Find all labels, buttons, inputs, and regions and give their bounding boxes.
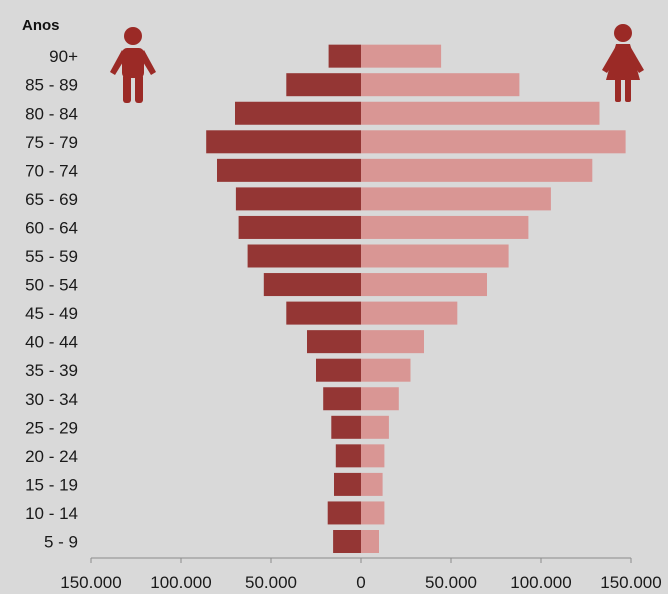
- y-axis-title: Anos: [22, 17, 60, 34]
- male-bar: [334, 472, 361, 496]
- age-group-label: 70 - 74: [25, 161, 78, 180]
- age-group-label: 35 - 39: [25, 361, 78, 380]
- female-bar: [361, 244, 509, 268]
- female-bar: [361, 358, 411, 382]
- male-bar: [327, 501, 361, 525]
- x-tick-label: 0: [356, 573, 365, 592]
- male-bar: [323, 387, 361, 411]
- female-bar: [361, 273, 487, 297]
- female-bar: [361, 387, 399, 411]
- age-group-label: 85 - 89: [25, 76, 78, 95]
- age-labels-group: 5 - 9 10 - 14 15 - 19 20 - 24 25 - 29 30 - 34…: [25, 47, 78, 551]
- age-group-label: 20 - 24: [25, 447, 78, 466]
- female-bar: [361, 73, 520, 97]
- male-bar: [328, 44, 361, 68]
- male-bar: [235, 187, 361, 211]
- male-bar: [286, 301, 361, 325]
- female-bar: [361, 530, 379, 553]
- age-group-label: 65 - 69: [25, 190, 78, 209]
- age-group-label: 15 - 19: [25, 475, 78, 494]
- age-group-label: 45 - 49: [25, 304, 78, 323]
- age-group-label: 10 - 14: [25, 504, 78, 523]
- female-bar: [361, 130, 626, 154]
- age-group-label: 80 - 84: [25, 104, 78, 123]
- male-bar: [307, 330, 361, 354]
- male-bar: [331, 415, 361, 439]
- x-tick-label: 50.000: [425, 573, 477, 592]
- age-group-label: 75 - 79: [25, 133, 78, 152]
- age-group-label: 25 - 29: [25, 418, 78, 437]
- male-bar: [335, 444, 361, 468]
- female-bar: [361, 472, 383, 496]
- age-group-label: 55 - 59: [25, 247, 78, 266]
- x-axis: 150.000 100.000 50.000 0 50.000 100.000 150.00…: [60, 557, 662, 592]
- male-bar: [217, 158, 361, 182]
- x-tick-label: 100.000: [150, 573, 211, 592]
- age-group-label: 30 - 34: [25, 390, 78, 409]
- male-bar: [286, 73, 361, 97]
- female-bar: [361, 158, 593, 182]
- x-tick-label: 150.000: [600, 573, 661, 592]
- male-bar: [235, 101, 361, 125]
- female-bar: [361, 187, 551, 211]
- age-group-label: 60 - 64: [25, 218, 78, 237]
- male-bar: [316, 358, 361, 382]
- male-bar: [333, 530, 361, 553]
- age-group-label: 40 - 44: [25, 333, 78, 352]
- female-bar: [361, 330, 424, 354]
- age-group-label: 90+: [49, 47, 78, 66]
- male-bar: [247, 244, 361, 268]
- bars-group: [206, 44, 626, 553]
- female-bar: [361, 101, 600, 125]
- male-bar: [263, 273, 361, 297]
- female-bar: [361, 501, 385, 525]
- female-bar: [361, 215, 529, 239]
- male-person-icon: [110, 27, 156, 103]
- female-bar: [361, 415, 389, 439]
- x-tick-label: 100.000: [510, 573, 571, 592]
- x-tick-label: 150.000: [60, 573, 121, 592]
- x-tick-label: 50.000: [245, 573, 297, 592]
- age-group-label: 50 - 54: [25, 276, 78, 295]
- male-bar: [206, 130, 361, 154]
- female-bar: [361, 301, 458, 325]
- age-group-label: 5 - 9: [44, 533, 78, 552]
- female-person-icon: [602, 24, 644, 102]
- female-bar: [361, 444, 385, 468]
- male-bar: [238, 215, 361, 239]
- female-bar: [361, 44, 442, 68]
